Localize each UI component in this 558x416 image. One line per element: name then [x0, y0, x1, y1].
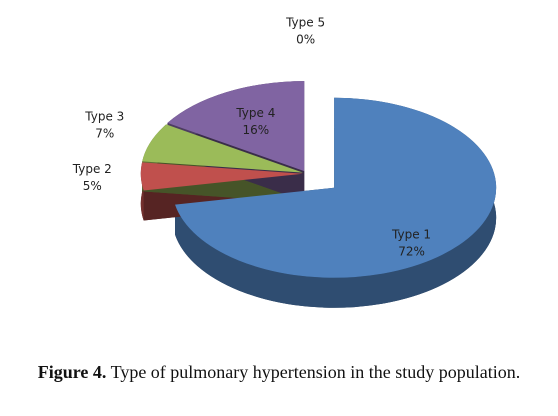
value-label: 7%: [95, 126, 114, 140]
caption-text: Type of pulmonary hypertension in the st…: [111, 362, 521, 382]
slice: [140, 162, 303, 191]
value-label: 16%: [243, 123, 270, 137]
slice: [142, 124, 303, 173]
slice-label: Type 4: [235, 106, 275, 120]
slice-label: Type 5: [285, 15, 325, 29]
slice-label: Type 1: [391, 227, 431, 241]
pie-chart: Type 1 72% Type 2 5% Type 3 7% Type 4 16% Type 5…: [72, 15, 497, 308]
slice: [175, 97, 497, 278]
slice: [167, 81, 305, 172]
slice-label: Type 2: [72, 162, 112, 176]
caption: Figure 4. Type of pulmonary hypertension…: [38, 362, 521, 382]
slice-label: Type 3: [84, 109, 124, 123]
value-label: 0%: [296, 32, 315, 46]
value-label: 72%: [398, 244, 425, 258]
caption-label: Figure 4.: [38, 362, 107, 382]
value-label: 5%: [83, 179, 102, 193]
